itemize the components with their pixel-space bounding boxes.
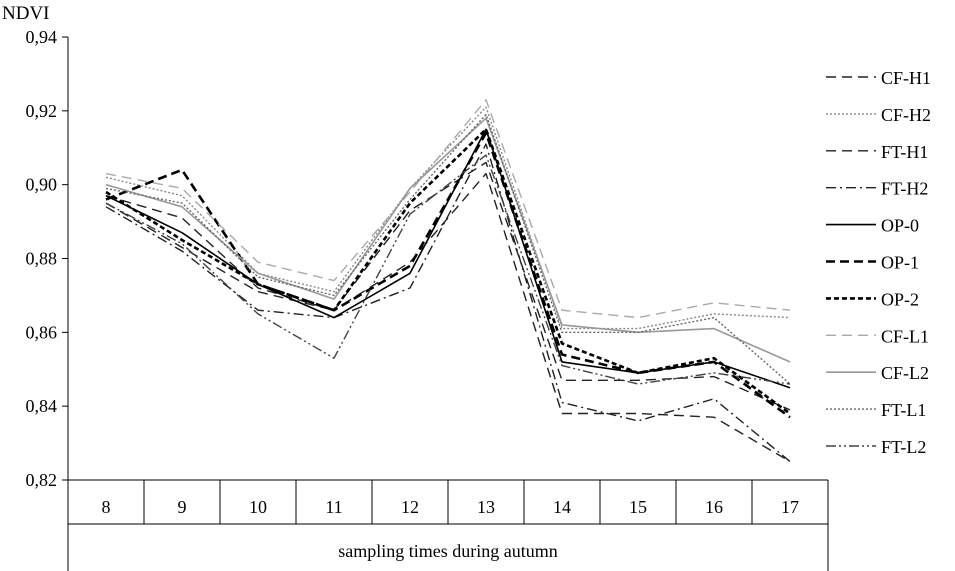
legend-item: CF-H2 [826,105,931,125]
legend-label: CF-H2 [881,105,931,125]
series-line-cf-l1 [105,99,791,319]
series-line-cf-h2 [105,106,791,330]
legend-label: OP-2 [881,289,919,309]
x-tick-label: 8 [102,497,111,517]
series-line-op-0 [105,128,791,389]
series-line-ft-l2 [105,154,791,385]
legend-item: FT-L2 [826,437,926,457]
y-tick-label: 0,86 [26,322,58,342]
legend-item: CF-L1 [826,326,929,346]
series-line-op-2 [105,128,791,415]
legend-item: CF-L2 [826,363,929,383]
y-tick-label: 0,84 [26,396,58,416]
legend-item: FT-L1 [826,400,926,420]
legend-item: OP-0 [826,216,919,236]
series-line-cf-l2 [105,117,791,363]
legend-label: CF-H1 [881,68,931,88]
legend-label: FT-L1 [881,400,926,420]
x-tick-label: 13 [477,497,495,517]
x-tick-label: 17 [781,497,799,517]
x-tick-label: 9 [178,497,187,517]
legend-label: CF-L2 [881,363,929,383]
legend-label: FT-L2 [881,437,926,457]
legend-item: OP-1 [826,253,919,273]
legend-label: OP-0 [881,216,919,236]
series-line-ft-h1 [105,161,791,411]
x-axis-title: sampling times during autumn [338,541,557,561]
plot-area [105,99,791,463]
y-axis-title: NDVI [2,3,50,24]
series-line-ft-l1 [105,113,791,385]
series-line-op-1 [105,131,791,419]
legend-item: FT-H2 [826,179,928,199]
x-tick-label: 11 [325,497,342,517]
y-axis: 0,82 0,84 0,86 0,88 0,90 0,92 0,94 [26,27,69,571]
legend-item: OP-2 [826,289,919,309]
x-tick-label: 15 [629,497,647,517]
legend-label: CF-L1 [881,326,929,346]
legend-label: FT-H2 [881,179,928,199]
x-tick-label: 16 [705,497,723,517]
legend: CF-H1 CF-H2 FT-H1 FT-H2 OP-0 OP-1 OP-2 CF-L1 CF-… [826,68,931,457]
legend-item: CF-H1 [826,68,931,88]
series-line-ft-h2 [105,143,791,463]
x-tick-label: 14 [553,497,571,517]
x-tick-label: 10 [249,497,267,517]
legend-label: OP-1 [881,253,919,273]
x-tick-label: 12 [401,497,419,517]
x-axis: 8 9 10 11 12 13 14 15 16 17 [62,479,829,571]
series-line-cf-h1 [105,172,791,463]
y-tick-label: 0,94 [26,27,58,47]
y-tick-label: 0,90 [26,175,58,195]
y-tick-label: 0,82 [26,470,58,490]
y-tick-label: 0,92 [26,101,58,121]
legend-item: FT-H1 [826,142,928,162]
legend-label: FT-H1 [881,142,928,162]
y-tick-label: 0,88 [26,249,58,269]
